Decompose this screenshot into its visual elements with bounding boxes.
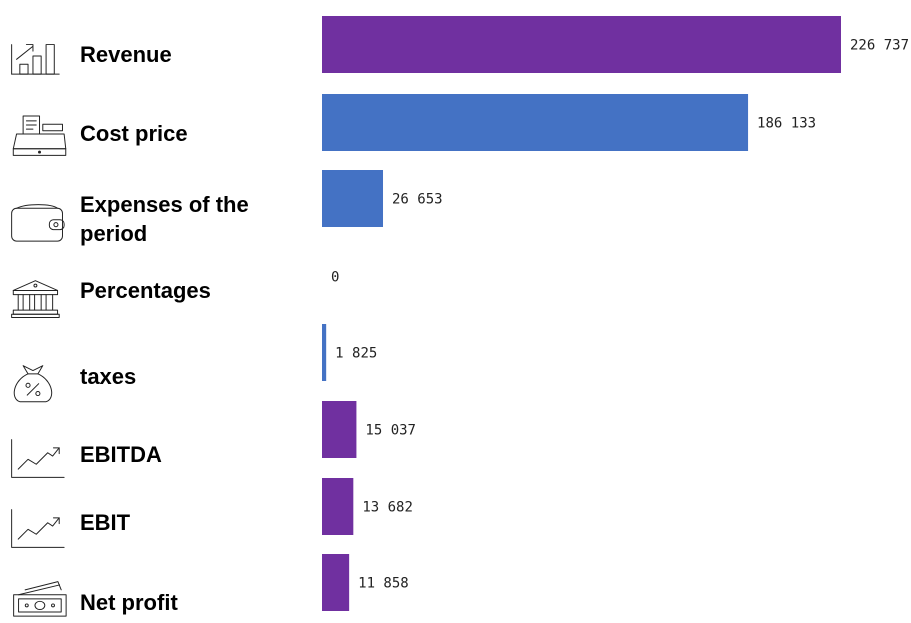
value-label-4: 0 — [331, 270, 339, 286]
bar-5 — [322, 324, 327, 381]
bar-chart-icon — [11, 44, 60, 75]
value-label-3: 26 653 — [392, 192, 443, 208]
category-label-3: Expenses of the period — [80, 192, 249, 246]
bar-8 — [322, 554, 350, 611]
trend-up-icon — [11, 509, 65, 548]
category-label-7: EBIT — [80, 510, 131, 535]
value-label-8: 11 858 — [358, 576, 409, 592]
category-label-1: Revenue — [80, 42, 172, 67]
trend-up-icon — [11, 439, 65, 478]
value-label-6: 15 037 — [365, 423, 416, 439]
category-label-6: EBITDA — [80, 442, 162, 467]
bank-icon — [11, 280, 60, 319]
bar-2 — [322, 94, 749, 151]
category-label-2: Cost price — [80, 121, 188, 146]
bar-1 — [322, 16, 841, 73]
bar-3 — [322, 170, 384, 227]
value-label-7: 13 682 — [362, 500, 413, 516]
value-labels: 226 737 186 133 26 653 0 1 825 15 037 13 682 11… — [331, 38, 909, 592]
cash-register-icon — [12, 115, 67, 156]
category-label-4: Percentages — [80, 278, 211, 303]
money-icon — [13, 581, 67, 617]
category-icons — [11, 44, 67, 617]
wallet-icon — [11, 204, 65, 242]
category-label-5: taxes — [80, 364, 136, 389]
category-label-8: Net profit — [80, 590, 178, 615]
bars — [322, 16, 841, 611]
percent-bag-icon — [13, 365, 53, 403]
bar-6 — [322, 401, 357, 458]
category-labels: Revenue Cost price Expenses of the period Pe… — [80, 42, 249, 615]
value-label-2: 186 133 — [757, 116, 816, 132]
value-label-1: 226 737 — [850, 38, 909, 54]
value-label-5: 1 825 — [335, 346, 377, 362]
bar-7 — [322, 478, 354, 535]
